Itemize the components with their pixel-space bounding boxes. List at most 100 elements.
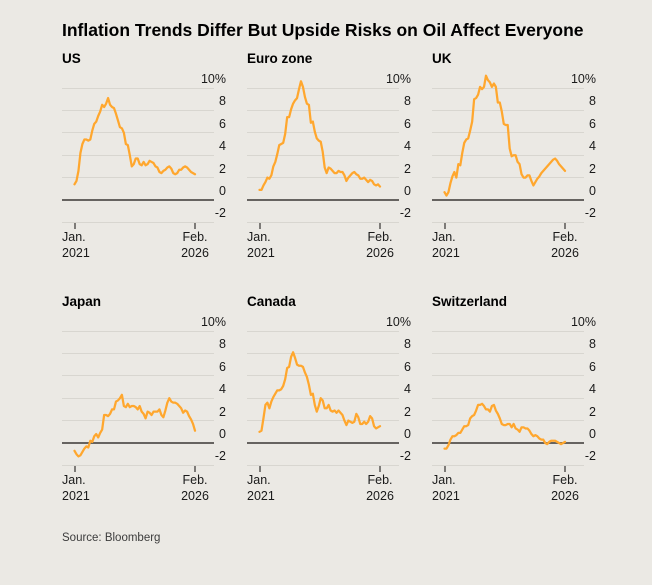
zero-gridline bbox=[432, 199, 584, 201]
y-axis-label: 0 bbox=[404, 427, 411, 441]
chart-title-us: US bbox=[62, 51, 81, 66]
y-axis-label: 10% bbox=[385, 315, 411, 329]
y-axis-label: 6 bbox=[404, 359, 411, 374]
y-axis-label: 8 bbox=[219, 337, 226, 352]
chart-plot-uk: 10% 8 6 4 2 0 -2 Jan. 2021 Feb. 2026 bbox=[432, 70, 596, 262]
y-axis-label: 4 bbox=[404, 382, 411, 397]
y-axis-label: 2 bbox=[404, 404, 411, 419]
x-axis-tick bbox=[443, 465, 446, 472]
charts-grid: US 10% 8 6 4 2 0 -2 Jan. 2021 Feb. 2026 Euro zon… bbox=[62, 50, 652, 505]
gridline bbox=[432, 397, 584, 399]
chart-title-uk: UK bbox=[432, 51, 452, 66]
chart-uk: UK 10% 8 6 4 2 0 -2 Jan. 2021 Feb. 2026 bbox=[432, 50, 596, 262]
gridline bbox=[247, 352, 399, 354]
chart-title-japan: Japan bbox=[62, 294, 102, 309]
y-axis-label: 8 bbox=[219, 94, 226, 109]
y-axis-label: 4 bbox=[404, 139, 411, 154]
y-axis-label: 4 bbox=[219, 382, 226, 397]
chart-euro-zone: Euro zone 10% 8 6 4 2 0 -2 Jan. 2021 Feb. 2026 bbox=[247, 50, 411, 262]
inflation-line bbox=[258, 79, 382, 191]
gridline bbox=[247, 375, 399, 377]
gridline bbox=[62, 109, 214, 111]
x-axis-label-end: Feb. 2026 bbox=[551, 230, 579, 260]
gridline bbox=[62, 375, 214, 377]
gridline bbox=[432, 420, 584, 422]
gridline bbox=[247, 420, 399, 422]
gridline bbox=[432, 109, 584, 111]
x-axis-tick bbox=[258, 222, 261, 229]
y-axis-label: -2 bbox=[584, 206, 596, 221]
y-axis-label: 6 bbox=[219, 359, 226, 374]
y-axis-label: 4 bbox=[219, 139, 226, 154]
gridline bbox=[247, 221, 399, 223]
chart-japan: Japan 10% 8 6 4 2 0 -2 Jan. 2021 Feb. 2026 bbox=[62, 293, 226, 505]
x-axis-label-start: Jan. 2021 bbox=[247, 473, 275, 503]
y-axis-label: -2 bbox=[399, 449, 411, 464]
y-axis-label: 2 bbox=[219, 161, 226, 176]
gridline bbox=[62, 154, 214, 156]
x-axis-tick bbox=[379, 465, 381, 472]
x-axis-tick bbox=[194, 222, 196, 229]
y-axis-label: 8 bbox=[404, 337, 411, 352]
gridline bbox=[247, 87, 399, 89]
y-axis-label: -2 bbox=[399, 206, 411, 221]
y-axis-label: 8 bbox=[589, 337, 596, 352]
x-axis-label-end: Feb. 2026 bbox=[181, 473, 209, 503]
gridline bbox=[247, 109, 399, 111]
line-series-path bbox=[258, 79, 382, 191]
y-axis-label: -2 bbox=[214, 206, 226, 221]
gridline bbox=[62, 464, 214, 466]
x-axis-label-start: Jan. 2021 bbox=[432, 230, 460, 260]
y-axis-label: 10% bbox=[385, 72, 411, 86]
gridline bbox=[62, 87, 214, 89]
y-axis-label: 2 bbox=[219, 404, 226, 419]
gridline bbox=[62, 132, 214, 134]
chart-plot-japan: 10% 8 6 4 2 0 -2 Jan. 2021 Feb. 2026 bbox=[62, 313, 226, 505]
x-axis-label-end: Feb. 2026 bbox=[366, 473, 394, 503]
inflation-line bbox=[258, 350, 382, 433]
gridline bbox=[62, 221, 214, 223]
y-axis-label: 0 bbox=[219, 427, 226, 441]
gridline bbox=[247, 132, 399, 134]
inflation-line bbox=[73, 96, 197, 185]
y-axis-label: 8 bbox=[404, 94, 411, 109]
x-axis-tick bbox=[443, 222, 446, 229]
gridline bbox=[432, 352, 584, 354]
chart-switzerland: Switzerland 10% 8 6 4 2 0 -2 Jan. 2021 Feb. 2026 bbox=[432, 293, 596, 505]
y-axis-label: 0 bbox=[589, 184, 596, 198]
inflation-line bbox=[73, 393, 197, 458]
gridline bbox=[247, 177, 399, 179]
chart-plot-euro-zone: 10% 8 6 4 2 0 -2 Jan. 2021 Feb. 2026 bbox=[247, 70, 411, 262]
y-axis-label: 10% bbox=[200, 72, 226, 86]
y-axis-label: 4 bbox=[589, 382, 596, 397]
x-axis-label-end: Feb. 2026 bbox=[181, 230, 209, 260]
page-title: Inflation Trends Differ But Upside Risks… bbox=[62, 20, 584, 40]
x-axis-label-start: Jan. 2021 bbox=[247, 230, 275, 260]
y-axis-label: 10% bbox=[200, 315, 226, 329]
y-axis-label: 6 bbox=[589, 359, 596, 374]
y-axis-label: 10% bbox=[570, 72, 596, 86]
y-axis-label: 2 bbox=[404, 161, 411, 176]
chart-plot-us: 10% 8 6 4 2 0 -2 Jan. 2021 Feb. 2026 bbox=[62, 70, 226, 262]
x-axis-label-end: Feb. 2026 bbox=[551, 473, 579, 503]
x-axis-tick bbox=[258, 465, 261, 472]
chart-us: US 10% 8 6 4 2 0 -2 Jan. 2021 Feb. 2026 bbox=[62, 50, 226, 262]
chart-title-switzerland: Switzerland bbox=[432, 294, 508, 309]
gridline bbox=[432, 87, 584, 89]
y-axis-label: -2 bbox=[214, 449, 226, 464]
y-axis-label: 6 bbox=[404, 116, 411, 131]
chart-canada: Canada 10% 8 6 4 2 0 -2 Jan. 2021 Feb. 2026 bbox=[247, 293, 411, 505]
inflation-line bbox=[443, 74, 567, 197]
gridline bbox=[432, 154, 584, 156]
x-axis-tick bbox=[194, 465, 196, 472]
chart-title-euro-zone: Euro zone bbox=[247, 51, 313, 66]
y-axis-label: 6 bbox=[589, 116, 596, 131]
x-axis-tick bbox=[564, 222, 566, 229]
y-axis-label: 8 bbox=[589, 94, 596, 109]
line-series-path bbox=[443, 74, 567, 197]
x-axis-tick bbox=[379, 222, 381, 229]
x-axis-label-start: Jan. 2021 bbox=[62, 473, 90, 503]
y-axis-label: 6 bbox=[219, 116, 226, 131]
x-axis-label-end: Feb. 2026 bbox=[366, 230, 394, 260]
